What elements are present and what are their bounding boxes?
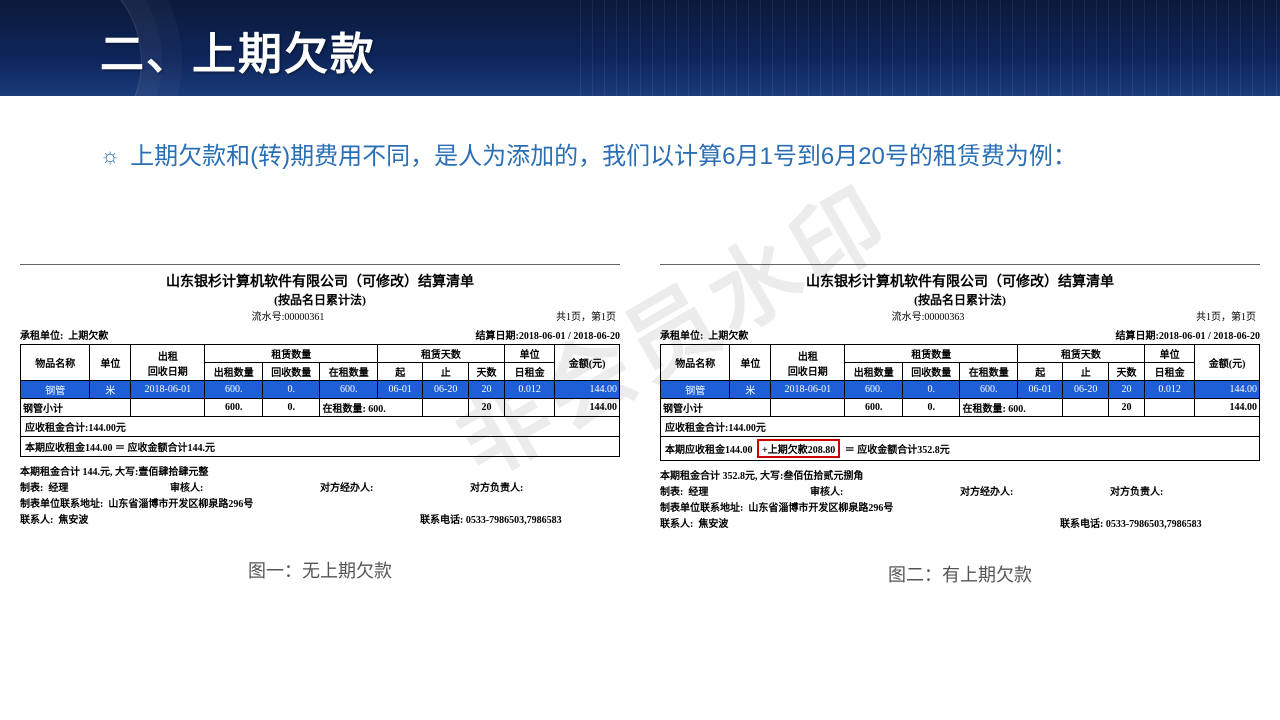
stmt-page: 共1页，第1页 [556,308,620,323]
figures-row: 山东银杉计算机软件有限公司（可修改）结算清单 (按品名日累计法) 流水号:000… [20,264,1260,587]
due-line: 本期应收租金144.00 +上期欠款208.80 ＝ 应收金额合计352.8元 [660,437,1260,461]
fig-caption: 图一：无上期欠款 [20,557,620,583]
stmt-title: 山东银杉计算机软件有限公司（可修改）结算清单 [660,271,1260,291]
stmt-title: 山东银杉计算机软件有限公司（可修改）结算清单 [20,271,620,291]
table-subtotal: 钢管小计 600.0. 在租数量: 600. 20 144.00 [21,399,620,417]
col-date: 出租回收日期 [771,345,845,381]
col-date: 出租回收日期 [131,345,205,381]
due-line: 本期应收租金144.00 ＝ 应收金额合计144.元 [20,437,620,457]
header-band: 二、上期欠款 [0,0,1280,96]
fig-caption: 图二：有上期欠款 [660,561,1260,587]
stmt-serial: 流水号:00000361 [20,308,556,323]
stmt-table: 物品名称 单位 出租回收日期 租赁数量 租赁天数 单位 金额(元) 出租数量回收… [20,344,620,417]
slide-title: 二、上期欠款 [100,18,376,82]
fee-total: 应收租金合计:144.00元 [20,417,620,437]
stmt-table: 物品名称 单位 出租回收日期 租赁数量 租赁天数 单位 金额(元) 出租数量回收… [660,344,1260,417]
stmt-subtitle: (按品名日累计法) [660,291,1260,308]
table-row: 钢管米2018-06-01 600.0.600. 06-0106-2020 0.… [661,381,1260,399]
header-grid-deco [580,0,1280,96]
table-subtotal: 钢管小计 600.0. 在租数量: 600. 20 144.00 [661,399,1260,417]
stmt-footer: 本期租金合计 144.元, 大写:壹佰肆拾肆元整 制表: 经理 审核人: 对方经… [20,465,620,529]
arrears-highlight-box: +上期欠款208.80 [757,439,840,458]
stmt-serial: 流水号:00000363 [660,308,1196,323]
fee-total: 应收租金合计:144.00元 [660,417,1260,437]
statement-fig-a: 山东银杉计算机软件有限公司（可修改）结算清单 (按品名日累计法) 流水号:000… [20,264,620,587]
stmt-meta: 承租单位: 上期欠款 结算日期:2018-06-01 / 2018-06-20 [20,327,620,342]
bullet-row: ☼ 上期欠款和(转)期费用不同，是人为添加的，我们以计算6月1号到6月20号的租… [100,140,1220,174]
table-row: 钢管米2018-06-01 600.0.600. 06-0106-2020 0.… [21,381,620,399]
stmt-subtitle: (按品名日累计法) [20,291,620,308]
statement-fig-b: 山东银杉计算机软件有限公司（可修改）结算清单 (按品名日累计法) 流水号:000… [660,264,1260,587]
stmt-meta: 承租单位: 上期欠款 结算日期:2018-06-01 / 2018-06-20 [660,327,1260,342]
bullet-text: 上期欠款和(转)期费用不同，是人为添加的，我们以计算6月1号到6月20号的租赁费… [130,140,1077,174]
stmt-page: 共1页，第1页 [1196,308,1260,323]
sun-bullet-icon: ☼ [100,140,120,172]
stmt-footer: 本期租金合计 352.8元, 大写:叁佰伍拾贰元捌角 制表: 经理 审核人: 对… [660,469,1260,533]
